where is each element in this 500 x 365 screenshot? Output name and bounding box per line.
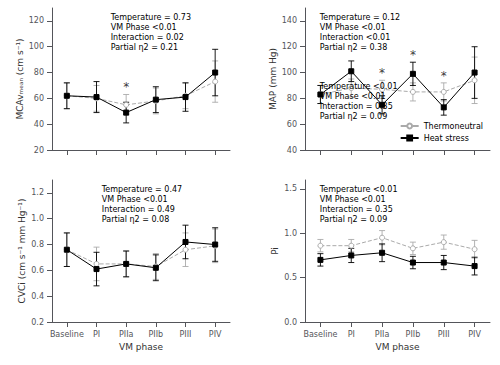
svg-text:*: * xyxy=(379,66,385,80)
svg-text:PI: PI xyxy=(348,330,355,339)
svg-text:80: 80 xyxy=(34,68,44,77)
svg-text:100: 100 xyxy=(29,42,44,51)
svg-text:80: 80 xyxy=(287,94,297,103)
svg-text:140: 140 xyxy=(282,16,297,25)
svg-text:Partial η2 = 0.08: Partial η2 = 0.08 xyxy=(102,215,169,224)
svg-text:1.0: 1.0 xyxy=(31,214,44,223)
svg-text:PIV: PIV xyxy=(468,330,481,339)
svg-text:0.6: 0.6 xyxy=(31,266,44,275)
svg-text:PIIa: PIIa xyxy=(375,330,390,339)
svg-text:*: * xyxy=(441,69,447,83)
svg-text:Pi: Pi xyxy=(270,247,280,255)
svg-text:0.0: 0.0 xyxy=(284,318,297,327)
svg-text:PIIb: PIIb xyxy=(406,330,421,339)
svg-text:VM Phase <0.01: VM Phase <0.01 xyxy=(320,23,386,32)
svg-text:1.2: 1.2 xyxy=(31,188,44,197)
svg-text:60: 60 xyxy=(287,120,297,129)
svg-text:120: 120 xyxy=(282,42,297,51)
svg-text:VM Phase <0.01: VM Phase <0.01 xyxy=(320,92,386,101)
svg-text:Interaction <0.01: Interaction <0.01 xyxy=(320,33,390,42)
svg-text:40: 40 xyxy=(34,120,44,129)
svg-text:Interaction = 0.02: Interaction = 0.02 xyxy=(111,33,184,42)
svg-text:Temperature = 0.73: Temperature = 0.73 xyxy=(110,13,191,22)
svg-text:VM Phase <0.01: VM Phase <0.01 xyxy=(111,23,177,32)
svg-text:CVCi (cm s⁻¹ mm Hg⁻¹): CVCi (cm s⁻¹ mm Hg⁻¹) xyxy=(17,199,27,304)
svg-text:Temperature = 0.47: Temperature = 0.47 xyxy=(101,185,182,194)
svg-text:MCAvₘₑₐₙ (cm s⁻¹): MCAvₘₑₐₙ (cm s⁻¹) xyxy=(15,39,25,120)
svg-text:Interaction = 0.35: Interaction = 0.35 xyxy=(320,102,393,111)
svg-text:Baseline: Baseline xyxy=(50,330,84,339)
svg-text:Interaction = 0.35: Interaction = 0.35 xyxy=(320,205,393,214)
svg-text:PIII: PIII xyxy=(438,330,450,339)
svg-text:Partial η2 = 0.21: Partial η2 = 0.21 xyxy=(111,43,178,52)
svg-text:VM Phase <0.01: VM Phase <0.01 xyxy=(102,195,168,204)
svg-text:0.8: 0.8 xyxy=(31,240,44,249)
svg-text:120: 120 xyxy=(29,16,44,25)
svg-text:Temperature <0.01: Temperature <0.01 xyxy=(319,185,398,194)
svg-text:100: 100 xyxy=(282,68,297,77)
svg-text:PIV: PIV xyxy=(209,330,222,339)
svg-text:*: * xyxy=(410,48,416,62)
svg-text:0.2: 0.2 xyxy=(31,318,44,327)
svg-text:60: 60 xyxy=(34,94,44,103)
svg-text:PIII: PIII xyxy=(180,330,192,339)
svg-text:PI: PI xyxy=(93,330,100,339)
svg-text:MAP (mm Hg): MAP (mm Hg) xyxy=(268,48,278,110)
svg-text:40: 40 xyxy=(287,146,297,155)
svg-text:1.0: 1.0 xyxy=(284,229,297,238)
svg-text:PIIb: PIIb xyxy=(149,330,164,339)
svg-text:*: * xyxy=(123,80,129,94)
svg-text:Partial η2 = 0.38: Partial η2 = 0.38 xyxy=(320,43,387,52)
svg-text:Thermoneutral: Thermoneutral xyxy=(423,122,483,131)
svg-text:VM phase: VM phase xyxy=(119,342,163,352)
svg-text:Temperature <0.01: Temperature <0.01 xyxy=(319,82,398,91)
svg-text:VM Phase <0.01: VM Phase <0.01 xyxy=(320,195,386,204)
svg-text:Partial η2 = 0.09: Partial η2 = 0.09 xyxy=(320,112,387,121)
svg-text:Heat stress: Heat stress xyxy=(424,134,469,143)
svg-text:Temperature = 0.12: Temperature = 0.12 xyxy=(319,13,400,22)
svg-text:Partial η2 = 0.09: Partial η2 = 0.09 xyxy=(320,215,387,224)
svg-text:Interaction = 0.49: Interaction = 0.49 xyxy=(102,205,175,214)
svg-text:1.5: 1.5 xyxy=(284,184,297,193)
svg-text:Baseline: Baseline xyxy=(303,330,337,339)
svg-text:0.4: 0.4 xyxy=(31,292,44,301)
svg-text:20: 20 xyxy=(34,146,44,155)
svg-text:PIIa: PIIa xyxy=(119,330,134,339)
svg-text:0.5: 0.5 xyxy=(284,273,297,282)
svg-text:VM phase: VM phase xyxy=(376,342,420,352)
